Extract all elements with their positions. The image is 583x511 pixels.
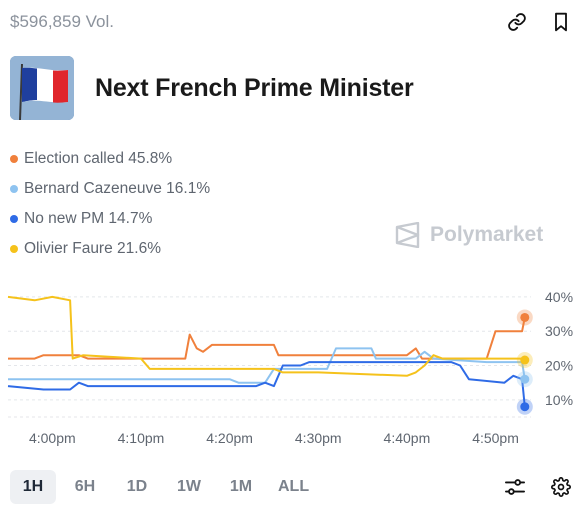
gear-icon[interactable] (549, 475, 573, 499)
x-tick-label: 4:50pm (472, 430, 519, 446)
y-tick-label: 20% (545, 358, 573, 374)
range-button-1h[interactable]: 1H (10, 470, 56, 504)
x-tick-label: 4:10pm (118, 430, 165, 446)
range-button-6h[interactable]: 6H (74, 478, 96, 495)
range-button-1d[interactable]: 1D (126, 478, 148, 495)
legend-item-no-new-pm: No new PM 14.7% (10, 204, 210, 234)
x-tick-label: 4:00pm (29, 430, 76, 446)
y-tick-label: 40% (545, 290, 573, 305)
legend-dot (10, 245, 18, 253)
legend-dot (10, 215, 18, 223)
market-title-row: Next French Prime Minister (10, 56, 414, 120)
legend-label: Olivier Faure 21.6% (24, 240, 161, 257)
chart-footer-actions (503, 475, 573, 499)
legend-label: Bernard Cazeneuve 16.1% (24, 180, 211, 197)
range-button-1w[interactable]: 1W (177, 478, 201, 495)
series-line (8, 317, 526, 360)
bookmark-icon[interactable] (549, 10, 573, 34)
chart-legend: Election called 45.8% Bernard Cazeneuve … (10, 144, 210, 264)
legend-item-bernard-cazeneuve: Bernard Cazeneuve 16.1% (10, 174, 210, 204)
y-tick-label: 10% (545, 392, 573, 408)
y-tick-label: 30% (545, 323, 573, 339)
french-flag-icon (10, 56, 74, 120)
legend-label: No new PM 14.7% (24, 210, 153, 227)
legend-label: Election called 45.8% (24, 150, 173, 167)
link-icon[interactable] (505, 10, 529, 34)
series-line (8, 347, 526, 384)
legend-dot (10, 185, 18, 193)
series-line (7, 295, 526, 377)
legend-item-election-called: Election called 45.8% (10, 144, 210, 174)
market-title: Next French Prime Minister (95, 73, 414, 102)
price-history-chart[interactable]: 10% 20% 30% 40% 4:00pm 4:10pm 4:20pm 4:30pm 4:40… (0, 290, 583, 455)
polymarket-watermark: Polymarket (394, 222, 543, 248)
range-button-all[interactable]: ALL (278, 478, 310, 495)
x-tick-label: 4:20pm (206, 430, 253, 446)
sliders-icon[interactable] (503, 475, 527, 499)
series-line (7, 361, 526, 407)
x-tick-label: 4:40pm (384, 430, 431, 446)
series-end-dot (520, 374, 530, 384)
series-end-dot (520, 312, 530, 322)
series-end-dot (520, 355, 530, 365)
volume-label: $596,859 Vol. (10, 12, 114, 31)
series-end-dot (520, 402, 530, 412)
legend-dot (10, 155, 18, 163)
header-actions (505, 10, 573, 34)
watermark-text: Polymarket (430, 223, 544, 246)
legend-item-olivier-faure: Olivier Faure 21.6% (10, 234, 210, 264)
time-range-selector: 1H 6H 1D 1W 1M ALL (10, 470, 317, 504)
market-header: $596,859 Vol. (10, 8, 573, 36)
x-tick-label: 4:30pm (295, 430, 342, 446)
range-button-1m[interactable]: 1M (229, 478, 253, 495)
polymarket-logo-icon (395, 222, 420, 248)
